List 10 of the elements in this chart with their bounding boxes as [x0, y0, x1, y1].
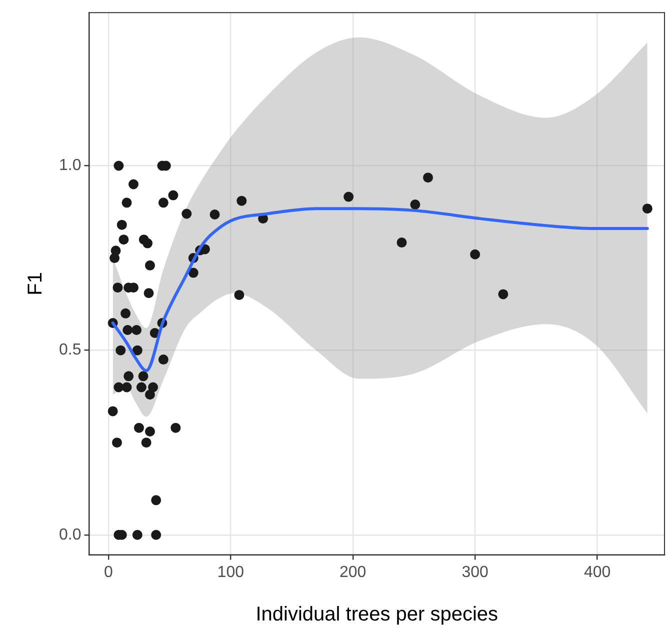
x-tick-label: 100	[217, 564, 244, 581]
x-tick-label: 300	[462, 564, 489, 581]
x-tick-label: 400	[584, 564, 611, 581]
x-tick-label: 0	[104, 564, 113, 581]
x-axis-title: Individual trees per species	[256, 604, 498, 626]
y-axis-title: F1	[24, 272, 47, 296]
y-tick-label: 0.5	[58, 342, 82, 359]
x-tick-label: 200	[340, 564, 366, 581]
y-tick-label: 0.0	[58, 526, 82, 544]
y-tick-label: 1.0	[58, 157, 82, 174]
